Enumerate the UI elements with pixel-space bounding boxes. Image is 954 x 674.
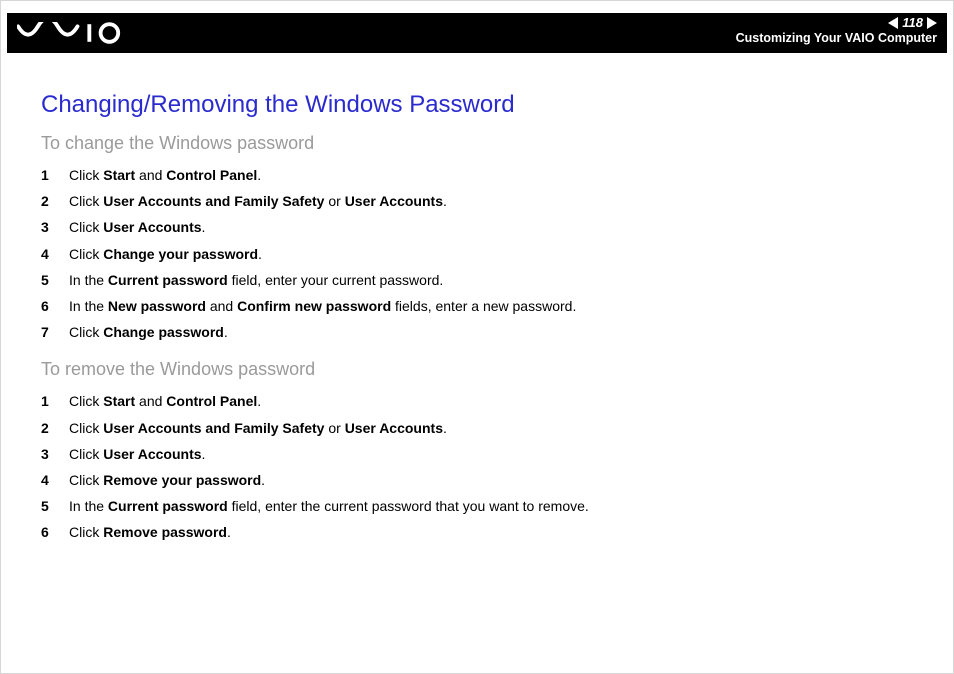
text-run: or: [324, 193, 344, 209]
text-run: Click: [69, 219, 103, 235]
bold-text: Change your password: [103, 246, 258, 262]
page-title: Changing/Removing the Windows Password: [41, 91, 913, 119]
text-run: Click: [69, 393, 103, 409]
text-run: Click: [69, 246, 103, 262]
bold-text: User Accounts: [345, 193, 443, 209]
bold-text: User Accounts: [103, 219, 201, 235]
step-item: Click User Accounts and Family Safety or…: [41, 188, 913, 214]
page: 118 Customizing Your VAIO Computer Chang…: [0, 0, 954, 674]
text-run: fields, enter a new password.: [391, 298, 576, 314]
text-run: In the: [69, 298, 108, 314]
text-run: Click: [69, 524, 103, 540]
bold-text: Start: [103, 167, 135, 183]
bold-text: Start: [103, 393, 135, 409]
bold-text: Control Panel: [166, 393, 257, 409]
page-nav: 118: [736, 16, 937, 31]
bold-text: Confirm new password: [237, 298, 391, 314]
text-run: and: [135, 167, 166, 183]
text-run: .: [257, 393, 261, 409]
next-page-icon[interactable]: [927, 17, 937, 29]
bold-text: Current password: [108, 498, 228, 514]
bold-text: Remove password: [103, 524, 227, 540]
text-run: Click: [69, 324, 103, 340]
content-area: Changing/Removing the Windows Password T…: [41, 91, 913, 559]
step-list: Click Start and Control Panel.Click User…: [41, 162, 913, 345]
section-label: Customizing Your VAIO Computer: [736, 31, 937, 45]
text-run: field, enter the current password that y…: [228, 498, 589, 514]
text-run: Click: [69, 167, 103, 183]
step-item: Click User Accounts.: [41, 214, 913, 240]
text-run: Click: [69, 193, 103, 209]
vaio-logo-svg: [17, 22, 127, 44]
step-item: Click Remove password.: [41, 519, 913, 545]
bold-text: User Accounts and Family Safety: [103, 193, 324, 209]
step-item: In the Current password field, enter you…: [41, 267, 913, 293]
text-run: .: [261, 472, 265, 488]
page-number: 118: [902, 16, 923, 31]
text-run: Click: [69, 446, 103, 462]
text-run: .: [202, 446, 206, 462]
bold-text: Change password: [103, 324, 224, 340]
text-run: and: [206, 298, 237, 314]
sections-container: To change the Windows password Click Star…: [41, 133, 913, 545]
step-item: In the New password and Confirm new pass…: [41, 293, 913, 319]
text-run: .: [224, 324, 228, 340]
text-run: .: [258, 246, 262, 262]
text-run: .: [257, 167, 261, 183]
bold-text: Control Panel: [166, 167, 257, 183]
text-run: and: [135, 393, 166, 409]
step-item: Click Change your password.: [41, 241, 913, 267]
step-item: Click Change password.: [41, 319, 913, 345]
prev-page-icon[interactable]: [888, 17, 898, 29]
bold-text: Remove your password: [103, 472, 261, 488]
text-run: In the: [69, 498, 108, 514]
bold-text: New password: [108, 298, 206, 314]
step-item: Click Start and Control Panel.: [41, 388, 913, 414]
text-run: .: [202, 219, 206, 235]
text-run: or: [324, 420, 344, 436]
vaio-logo: [17, 18, 127, 48]
text-run: .: [443, 420, 447, 436]
text-run: Click: [69, 420, 103, 436]
bold-text: User Accounts: [345, 420, 443, 436]
text-run: In the: [69, 272, 108, 288]
text-run: field, enter your current password.: [228, 272, 444, 288]
step-item: Click User Accounts and Family Safety or…: [41, 415, 913, 441]
section-heading: To remove the Windows password: [41, 359, 913, 380]
header-right: 118 Customizing Your VAIO Computer: [736, 16, 937, 45]
bold-text: User Accounts: [103, 446, 201, 462]
text-run: .: [443, 193, 447, 209]
step-item: Click Remove your password.: [41, 467, 913, 493]
step-item: In the Current password field, enter the…: [41, 493, 913, 519]
header-bar: 118 Customizing Your VAIO Computer: [7, 13, 947, 53]
text-run: Click: [69, 472, 103, 488]
step-item: Click Start and Control Panel.: [41, 162, 913, 188]
section-heading: To change the Windows password: [41, 133, 913, 154]
bold-text: Current password: [108, 272, 228, 288]
step-list: Click Start and Control Panel.Click User…: [41, 388, 913, 545]
bold-text: User Accounts and Family Safety: [103, 420, 324, 436]
step-item: Click User Accounts.: [41, 441, 913, 467]
text-run: .: [227, 524, 231, 540]
